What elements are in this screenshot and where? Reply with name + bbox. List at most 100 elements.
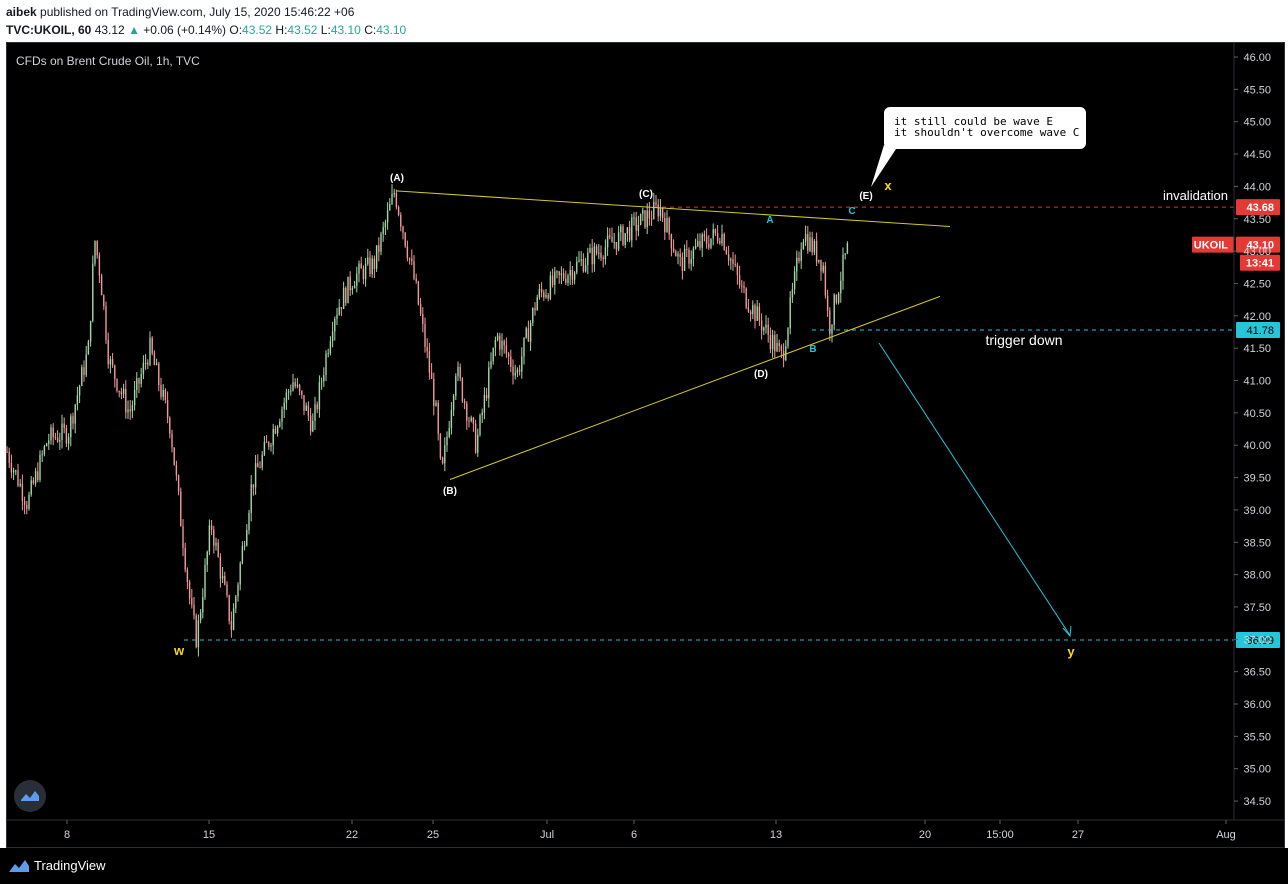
candle-body (642, 210, 644, 214)
price-tick-label: 44.00 (1243, 181, 1271, 193)
candle-body (743, 286, 745, 289)
price-tick-label: 35.00 (1243, 764, 1271, 776)
candle-body (661, 207, 664, 218)
candle-body (657, 204, 659, 217)
candle-body (521, 356, 523, 372)
candle-body (712, 229, 714, 239)
time-tick-label: 27 (1072, 829, 1084, 841)
candle-body (98, 255, 101, 276)
candle-body (237, 584, 239, 597)
candle-body (595, 246, 598, 254)
candle-body (67, 437, 70, 444)
candle-body (144, 362, 147, 364)
candle-body (758, 306, 761, 321)
author-name[interactable]: aibek (6, 5, 37, 19)
candle-body (437, 402, 439, 435)
candle-body (496, 335, 499, 340)
countdown-label-bg (1240, 254, 1280, 271)
time-tick-label: 13 (770, 829, 782, 841)
candle-body (301, 390, 303, 396)
candle-body (160, 384, 162, 397)
candle-body (39, 454, 41, 480)
candle-body (219, 556, 222, 579)
candle-body (503, 340, 505, 346)
tradingview-badge-icon[interactable] (14, 780, 46, 812)
candle-body (818, 259, 820, 262)
candle-body (549, 275, 552, 299)
candle-body (210, 525, 213, 530)
candle-body (6, 451, 8, 453)
candle-body (103, 295, 105, 307)
candle-body (74, 404, 76, 424)
candle-body (395, 193, 398, 208)
chart-header: aibek published on TradingView.com, July… (0, 0, 1288, 42)
invalidation-price-label: 43.68 (1246, 202, 1274, 214)
tradingview-logo-icon[interactable] (8, 857, 30, 878)
candle-body (477, 434, 479, 453)
candle-body (175, 465, 178, 476)
candle-body (342, 288, 345, 309)
candle-body (404, 232, 406, 247)
candle-body (378, 245, 380, 252)
invalidation-price-label-bg (1236, 199, 1280, 216)
candle-body (466, 403, 468, 421)
candle-body (490, 361, 492, 368)
candle-body (622, 226, 624, 245)
candle-body (569, 270, 571, 276)
high-label: H: (275, 23, 288, 37)
candle-body (248, 512, 250, 531)
candle-body (367, 257, 369, 264)
candle-body (408, 258, 411, 260)
candle-body (276, 426, 279, 434)
callout-line-2: it shouldn't overcome wave C (894, 126, 1080, 139)
candle-body (314, 404, 316, 421)
candle-body (679, 253, 681, 258)
candle-body (769, 334, 772, 350)
candle-body (776, 342, 778, 352)
candle-body (688, 249, 690, 264)
close-value: 43.10 (376, 23, 407, 37)
current-symbol-label: UKOIL (1194, 240, 1229, 252)
candle-body (353, 285, 356, 289)
candle-body (615, 242, 618, 250)
candle-body (129, 409, 131, 412)
candle-body (164, 389, 167, 401)
candle-body (204, 565, 206, 598)
candle-body (719, 241, 721, 244)
countdown-label: 13:41 (1246, 258, 1274, 270)
candle-body (37, 471, 39, 480)
candle-body (716, 233, 719, 242)
candle-body (628, 227, 631, 241)
candle-body (151, 337, 153, 354)
candle-body (829, 310, 831, 334)
annotation-callout[interactable]: it still could be wave E it shouldn't ov… (884, 107, 1086, 149)
candle-body (536, 297, 538, 311)
projection-arrow[interactable] (878, 342, 1071, 636)
candle-body (591, 247, 593, 265)
candle-body (527, 328, 530, 342)
candle-body (373, 258, 376, 269)
chart-panel[interactable] (6, 42, 1285, 848)
candle-body (257, 463, 259, 468)
price-chart[interactable]: 43.68 41.78 36.99 43.10 13:41 UKOIL invalidati… (0, 0, 1288, 848)
upper-trendline[interactable] (395, 190, 951, 228)
time-tick-label: 15:00 (986, 829, 1014, 841)
price-tick-label: 41.00 (1243, 376, 1271, 388)
open-value: 43.52 (242, 23, 273, 37)
candle-body (252, 484, 255, 488)
candle-body (514, 372, 516, 376)
candle-body (347, 276, 349, 304)
current-symbol-label-bg (1192, 236, 1234, 253)
candle-body (747, 307, 750, 312)
footer-brand[interactable]: TradingView (34, 858, 106, 873)
candle-body (303, 395, 305, 411)
price-tick-label: 41.50 (1243, 343, 1271, 355)
candle-body (565, 279, 567, 283)
wave-label: w (173, 643, 185, 658)
candle-body (690, 258, 692, 264)
candle-body (360, 263, 362, 269)
candle-body (125, 388, 127, 413)
lower-trendline[interactable] (449, 295, 941, 480)
candle-body (785, 346, 787, 361)
candle-body (28, 494, 30, 509)
